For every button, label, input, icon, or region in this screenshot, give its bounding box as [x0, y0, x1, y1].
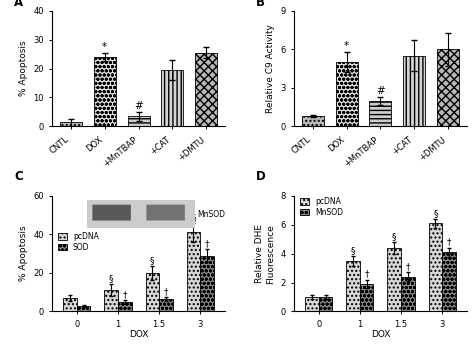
Text: †: † — [447, 238, 451, 247]
Text: §: § — [433, 209, 438, 218]
Text: #: # — [376, 86, 385, 96]
Bar — [60, 122, 82, 126]
Bar — [401, 277, 415, 311]
Y-axis label: Relative C9 Activity: Relative C9 Activity — [266, 24, 275, 113]
Text: A: A — [14, 0, 23, 9]
Bar — [403, 56, 425, 126]
Text: *: * — [102, 42, 107, 52]
Bar — [437, 49, 459, 126]
Bar — [128, 116, 150, 126]
Text: D: D — [256, 170, 266, 183]
Bar — [104, 290, 118, 311]
Text: C: C — [14, 170, 23, 183]
Bar — [195, 53, 217, 126]
Text: †: † — [406, 262, 410, 271]
Legend: pcDNA, MnSOD: pcDNA, MnSOD — [300, 197, 343, 217]
Text: †: † — [122, 290, 127, 299]
Text: †: † — [205, 239, 210, 248]
Text: §: § — [150, 256, 155, 265]
Bar — [159, 299, 173, 311]
Text: §: § — [392, 232, 397, 241]
Text: §: § — [191, 213, 196, 222]
Bar — [442, 252, 456, 311]
Bar — [336, 62, 357, 126]
Text: §: § — [109, 275, 113, 284]
Bar — [162, 70, 183, 126]
Text: §: § — [351, 246, 356, 255]
X-axis label: DOX: DOX — [371, 330, 390, 339]
Bar — [369, 101, 392, 126]
Y-axis label: % Apoptosis: % Apoptosis — [18, 226, 27, 281]
Bar — [428, 223, 442, 311]
Bar — [63, 298, 77, 311]
Text: †: † — [365, 270, 369, 279]
Text: †: † — [164, 287, 168, 296]
Bar — [200, 256, 214, 311]
X-axis label: DOX: DOX — [129, 330, 148, 339]
Bar — [146, 273, 159, 311]
Bar — [187, 232, 200, 311]
Legend: pcDNA, SOD: pcDNA, SOD — [58, 232, 99, 252]
Bar — [94, 57, 116, 126]
Y-axis label: % Apoptosis: % Apoptosis — [18, 41, 27, 96]
Bar — [319, 297, 332, 311]
Text: *: * — [344, 41, 349, 51]
Bar — [118, 302, 132, 311]
Bar — [387, 248, 401, 311]
Bar — [305, 297, 319, 311]
Bar — [360, 284, 374, 311]
Bar — [302, 116, 324, 126]
Text: B: B — [256, 0, 265, 9]
Bar — [346, 261, 360, 311]
Bar — [77, 306, 91, 311]
Y-axis label: Relative DHE
Fluorescence: Relative DHE Fluorescence — [255, 224, 275, 284]
Text: #: # — [134, 101, 143, 111]
